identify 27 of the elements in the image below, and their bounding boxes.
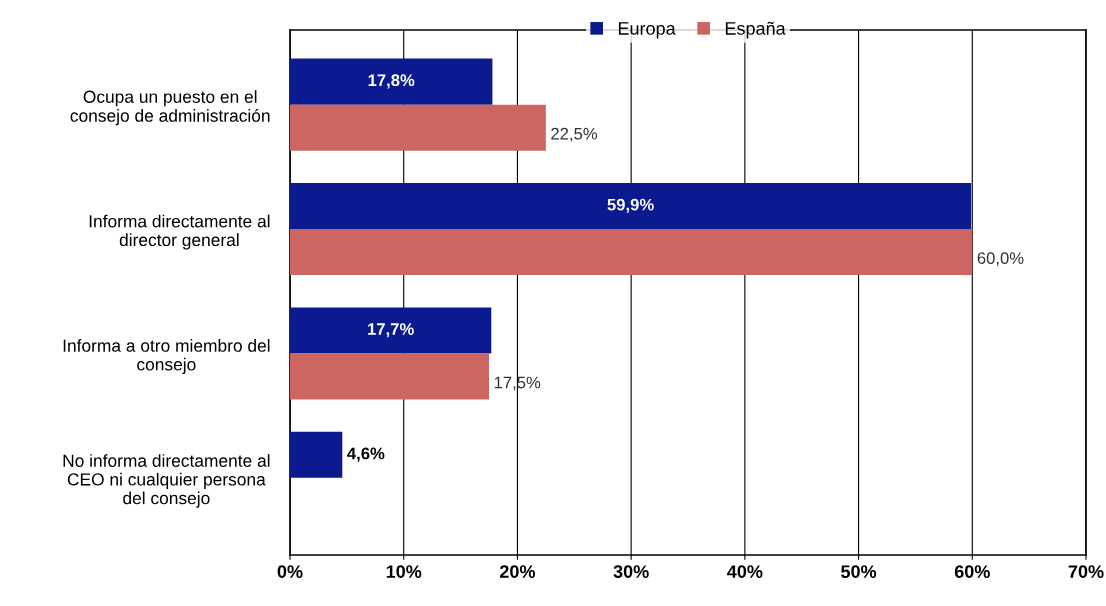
x-tick-label: 40%	[727, 565, 763, 578]
x-tick-label: 10%	[386, 565, 422, 578]
data-label: 17,7%	[368, 323, 414, 338]
x-tick-label: 70%	[1068, 565, 1104, 578]
y-tick-label: Informa a otro miembro del consejo	[63, 339, 270, 374]
y-tick-label: Informa directamente al director general	[89, 214, 270, 250]
bar	[290, 58, 493, 105]
y-tick-label: No informa directamente al CEO ni cualquier persona del consejo	[63, 454, 270, 508]
data-label: 4,6%	[347, 447, 385, 462]
x-tick-label: 0%	[277, 565, 303, 578]
bar	[290, 104, 546, 151]
data-label: 60,0%	[977, 252, 1024, 266]
bar	[290, 307, 492, 354]
x-tick-label: 20%	[499, 565, 536, 578]
legend-label: Europa	[618, 22, 676, 39]
bar	[290, 183, 972, 230]
data-label: 59,9%	[607, 198, 654, 213]
x-tick-label: 60%	[954, 565, 990, 578]
x-tick-label: 30%	[613, 565, 649, 579]
y-tick-label: Ocupa un puesto en el consejo de administración	[70, 90, 270, 126]
legend-label: España	[725, 21, 786, 39]
bar	[290, 431, 343, 478]
data-label: 22,5%	[551, 127, 598, 142]
x-tick-label: 50%	[841, 565, 877, 578]
bar	[290, 229, 973, 276]
bar	[290, 353, 489, 400]
data-label: 17,8%	[368, 74, 415, 89]
